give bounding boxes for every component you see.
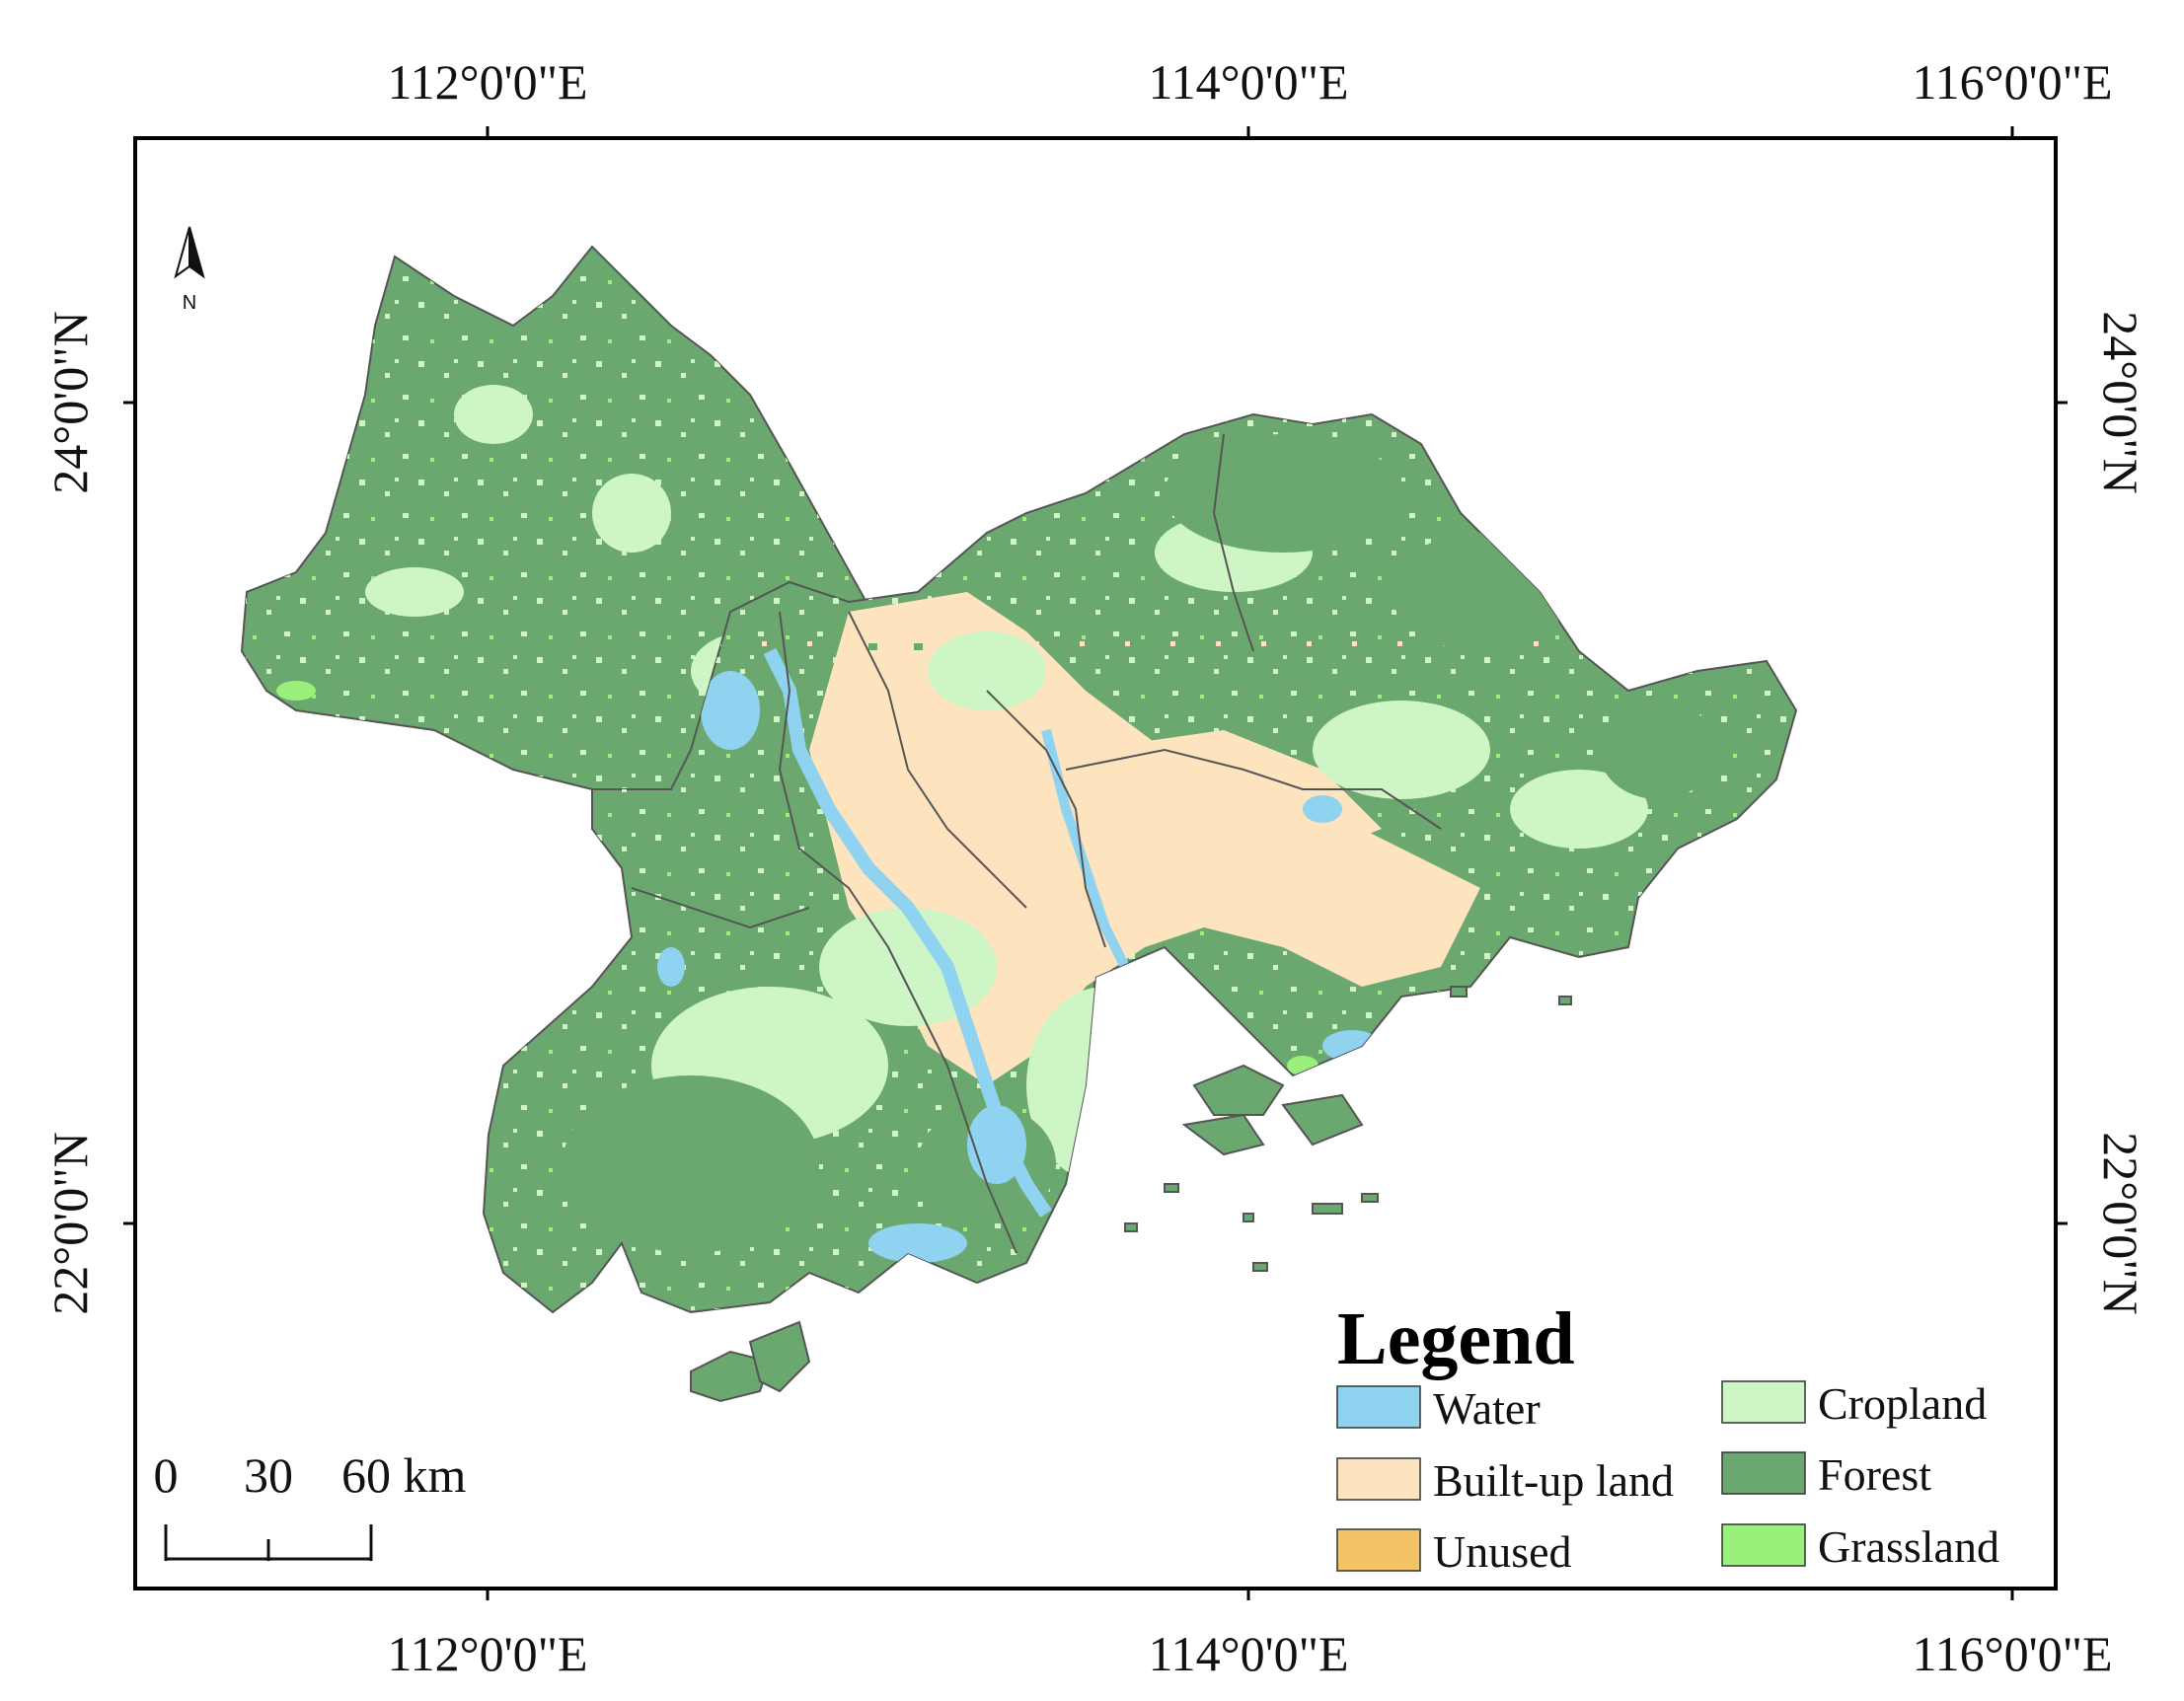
legend-swatch-water <box>1336 1385 1421 1429</box>
legend-label-cropland: Cropland <box>1818 1378 1987 1429</box>
lat-label-right-22: 22°0'0"N <box>2093 1132 2148 1315</box>
lon-label-top-112: 112°0'0"E <box>387 54 587 110</box>
islands <box>690 986 1572 1403</box>
legend-swatch-cropland <box>1721 1380 1806 1424</box>
legend-item-water: Water <box>1336 1383 1541 1434</box>
legend-swatch-forest <box>1721 1451 1806 1495</box>
lat-label-left-22: 22°0'0"N <box>42 1132 98 1315</box>
legend-label-water: Water <box>1433 1383 1541 1434</box>
lon-label-bottom-112: 112°0'0"E <box>387 1626 587 1681</box>
legend-item-built-up-land: Built-up land <box>1336 1455 1674 1506</box>
lon-label-bottom-114: 114°0'0"E <box>1148 1626 1348 1681</box>
legend-title: Legend <box>1337 1297 1575 1380</box>
lon-label-top-116: 116°0'0"E <box>1912 54 2112 110</box>
legend-item-cropland: Cropland <box>1721 1378 1987 1429</box>
map-frame <box>133 136 2058 1590</box>
svg-text:N: N <box>183 292 196 314</box>
legend-item-unused: Unused <box>1336 1526 1572 1577</box>
legend-label-grassland: Grassland <box>1818 1521 1999 1572</box>
legend-label-built-up-land: Built-up land <box>1433 1455 1674 1506</box>
north-arrow-icon: N <box>174 226 205 314</box>
legend-label-unused: Unused <box>1433 1526 1572 1577</box>
lon-label-top-114: 114°0'0"E <box>1148 54 1348 110</box>
legend-label-forest: Forest <box>1818 1449 1931 1500</box>
legend-item-forest: Forest <box>1721 1449 1931 1500</box>
lon-label-bottom-116: 116°0'0"E <box>1912 1626 2112 1681</box>
legend-swatch-built-up-land <box>1336 1457 1421 1501</box>
scale-bar: 0 30 60 km <box>154 1447 467 1561</box>
scale-label-0: 0 <box>154 1447 179 1503</box>
scale-label-30: 30 <box>244 1447 293 1503</box>
legend: Legend Water Built-up land Unused Cropla… <box>1336 1297 1999 1577</box>
graticule-ticks <box>123 126 2068 1600</box>
legend-swatch-unused <box>1336 1528 1421 1572</box>
lat-label-left-24: 24°0'0"N <box>42 311 98 494</box>
legend-item-grassland: Grassland <box>1721 1521 1999 1572</box>
lat-label-right-24: 24°0'0"N <box>2093 311 2148 494</box>
scale-label-60km: 60 km <box>341 1447 467 1503</box>
legend-swatch-grassland <box>1721 1523 1806 1567</box>
